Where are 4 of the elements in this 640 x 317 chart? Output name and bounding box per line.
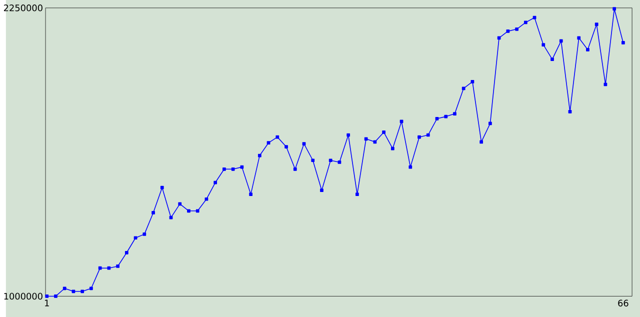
y-tick-label: 2250000 xyxy=(4,4,42,12)
x-tick-label: 1 xyxy=(45,300,49,306)
x-tick-label: 66 xyxy=(618,300,628,306)
y-tick-label: 1000000 xyxy=(4,292,42,300)
